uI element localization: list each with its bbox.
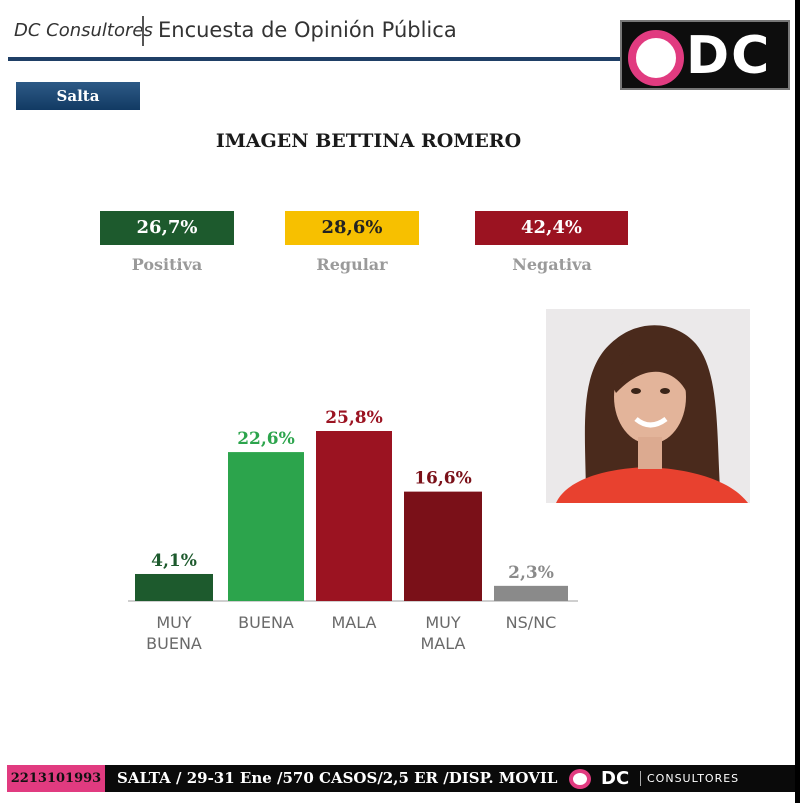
survey-title: Encuesta de Opinión Pública <box>158 18 457 42</box>
bar-muy-mala <box>404 491 482 601</box>
value-label: 4,1% <box>151 551 197 571</box>
footer-survey-info: SALTA / 29-31 Ene /570 CASOS/2,5 ER /DIS… <box>117 769 558 787</box>
footer-phone: 2213101993 <box>7 765 105 792</box>
value-label: 16,6% <box>414 469 472 489</box>
summary-box-regular: 28,6% <box>285 211 419 245</box>
category-label: MUY <box>425 613 461 632</box>
category-label: NS/NC <box>506 613 557 632</box>
value-label: 22,6% <box>237 429 295 449</box>
footer-logo-consultores: CONSULTORES <box>647 772 740 785</box>
dc-logo: DC <box>620 20 790 90</box>
summary-label-regular: Regular <box>316 255 388 274</box>
category-label: MALA <box>421 634 466 653</box>
logo-circle-icon <box>628 30 684 86</box>
category-label: MALA <box>332 613 377 632</box>
header-rule <box>8 57 620 61</box>
chart-title: IMAGEN BETTINA ROMERO <box>215 130 522 152</box>
footer-logo-dc: DC <box>601 768 630 789</box>
header-separator <box>142 16 144 46</box>
category-label: MUY <box>156 613 192 632</box>
logo-text: DC <box>686 26 772 86</box>
summary-label-negativa: Negativa <box>512 255 592 274</box>
footer-logo-circle-icon <box>569 769 591 789</box>
candidate-photo <box>546 309 750 503</box>
bar-chart: 4,1% MUY BUENA 22,6% BUENA 25,8% MALA 16,6% MUY M… <box>128 408 578 653</box>
summary-box-negativa: 42,4% <box>475 211 628 245</box>
bar-muy-buena <box>135 573 213 601</box>
value-label: 2,3% <box>508 563 554 583</box>
bar-nsnc <box>494 585 568 601</box>
bar-buena <box>228 452 304 601</box>
portrait-illustration <box>546 309 750 503</box>
bar-mala <box>316 431 392 601</box>
summary-label-positiva: Positiva <box>131 255 203 274</box>
category-label: BUENA <box>146 634 202 653</box>
category-label: BUENA <box>238 613 294 632</box>
value-label: 25,8% <box>325 408 383 428</box>
summary-box-positiva: 26,7% <box>100 211 234 245</box>
region-badge: Salta <box>16 82 140 110</box>
footer-bar: 2213101993 SALTA / 29-31 Ene /570 CASOS/… <box>7 765 795 792</box>
footer-logo-divider <box>640 771 641 786</box>
brand-name: DC Consultores <box>14 20 153 41</box>
